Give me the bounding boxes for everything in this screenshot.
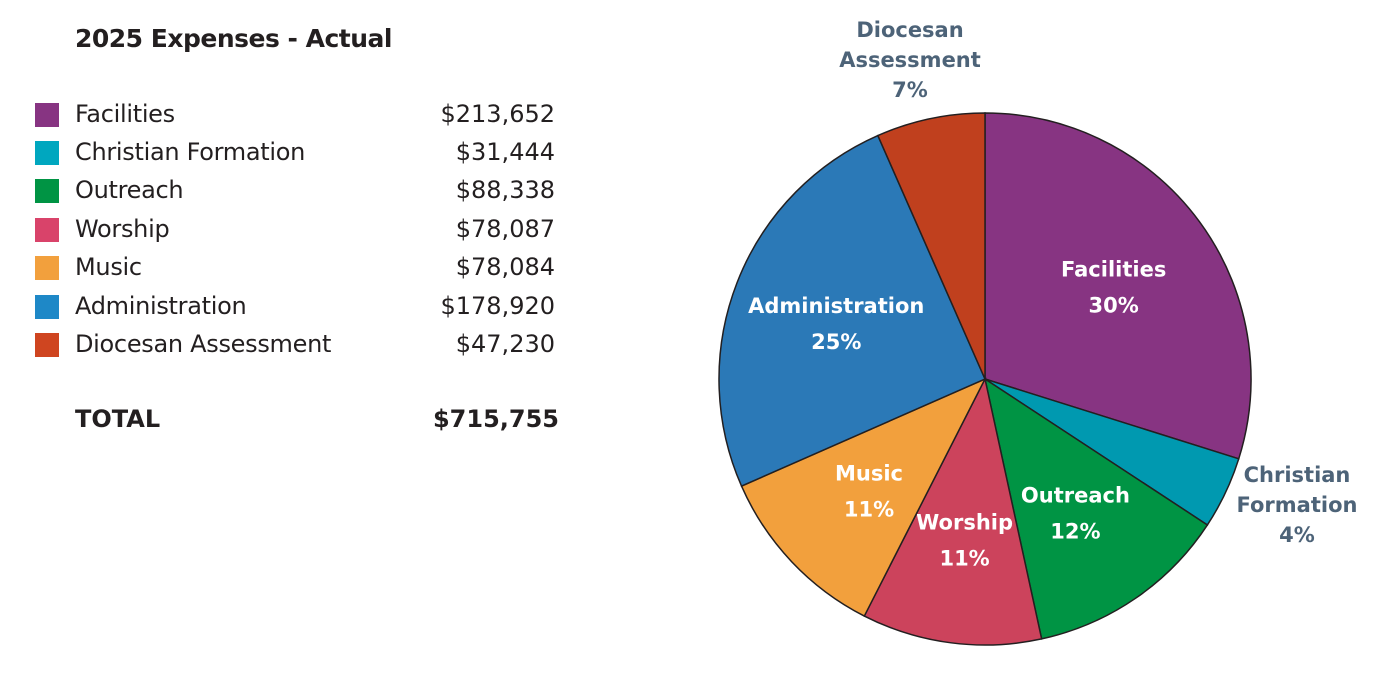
legend-swatch [35, 256, 59, 280]
slice-label: Christian Formation [1237, 463, 1358, 517]
legend-item: Music $78,084 [35, 253, 555, 283]
legend-value: $31,444 [455, 138, 555, 166]
slice-percent-label: 12% [1050, 520, 1100, 544]
legend-label: Administration [75, 292, 247, 320]
slice-percent-label: 25% [811, 330, 861, 354]
legend-swatch [35, 333, 59, 357]
legend-item: Diocesan Assessment $47,230 [35, 330, 555, 360]
legend-label: Music [75, 253, 142, 281]
legend-item: Outreach $88,338 [35, 176, 555, 206]
legend-value: $213,652 [440, 100, 555, 128]
slice-percent-label: 30% [1089, 294, 1139, 318]
slice-label: Diocesan Assessment [839, 18, 981, 72]
legend-label: Outreach [75, 176, 184, 204]
legend-label: Facilities [75, 100, 175, 128]
legend-value: $78,084 [455, 253, 555, 281]
slice-label: Music [835, 462, 903, 486]
legend-swatch [35, 141, 59, 165]
pie-slice [984, 112, 1252, 460]
total-label: TOTAL [75, 405, 161, 433]
legend-swatch [35, 295, 59, 319]
slice-label: Facilities [1061, 258, 1166, 282]
slice-label: Administration [748, 294, 924, 318]
legend-item: Christian Formation $31,444 [35, 138, 555, 168]
pie-slice [983, 377, 1209, 640]
slice-label: Worship [916, 510, 1013, 534]
legend-swatch [35, 103, 59, 127]
legend-value: $47,230 [455, 330, 555, 358]
legend-value: $78,087 [455, 215, 555, 243]
legend-swatch [35, 179, 59, 203]
total-row: TOTAL $715,755 [75, 405, 559, 433]
legend-value: $178,920 [440, 292, 555, 320]
slice-percent-label: 11% [844, 498, 894, 522]
pie-slice [876, 112, 986, 380]
legend-item: Worship $78,087 [35, 215, 555, 245]
slice-percent-label: 11% [939, 546, 989, 570]
legend-value: $88,338 [455, 176, 555, 204]
slice-label: Outreach [1021, 484, 1130, 508]
legend-item: Facilities $213,652 [35, 100, 555, 130]
slice-percent-label: 4% [1279, 523, 1315, 547]
legend-item: Administration $178,920 [35, 292, 555, 322]
legend-label: Diocesan Assessment [75, 330, 332, 358]
total-value: $715,755 [432, 405, 559, 433]
legend-label: Christian Formation [75, 138, 306, 166]
chart-title: 2025 Expenses - Actual [75, 24, 393, 53]
legend-label: Worship [75, 215, 170, 243]
pie-slice [740, 377, 987, 618]
pie-slice [863, 376, 1043, 646]
pie-slice [718, 134, 986, 488]
slice-percent-label: 7% [892, 78, 928, 102]
legend-swatch [35, 218, 59, 242]
